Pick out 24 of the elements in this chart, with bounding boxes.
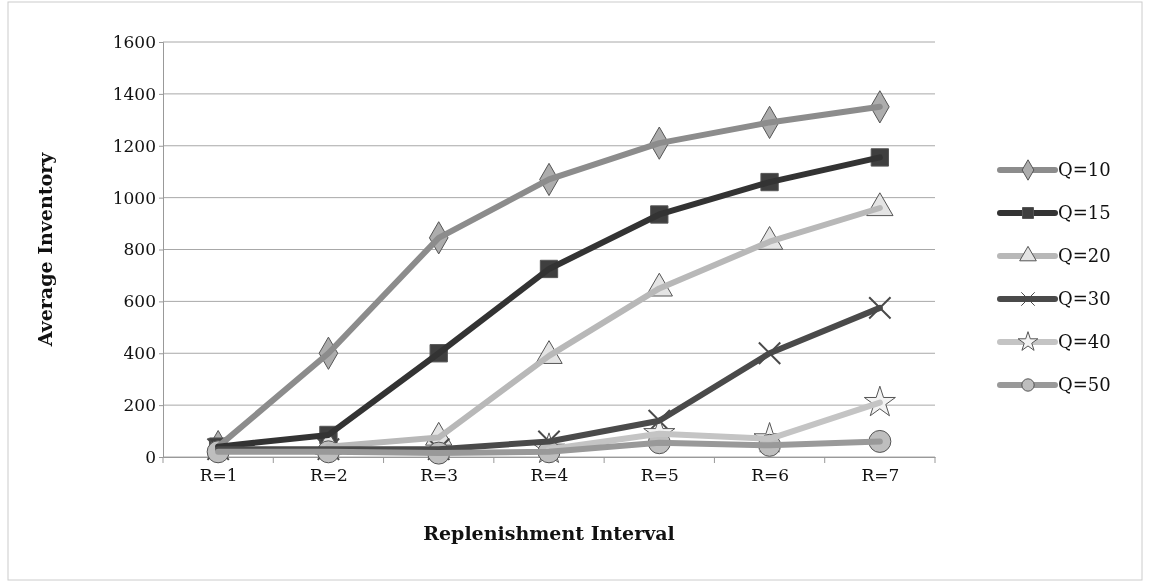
x-tick-label: R=6 <box>751 465 790 486</box>
y-tick-label: 1200 <box>112 135 156 156</box>
legend-label: Q=10 <box>1058 159 1111 180</box>
y-tick-label: 800 <box>123 239 156 260</box>
y-tick-label: 1600 <box>112 31 156 52</box>
x-tick-label: R=7 <box>861 465 900 486</box>
y-tick-label: 400 <box>123 343 156 364</box>
legend-label: Q=20 <box>1058 245 1111 266</box>
legend-label: Q=15 <box>1058 202 1111 223</box>
x-tick-label: R=2 <box>309 465 348 486</box>
y-tick-label: 1400 <box>112 83 156 104</box>
y-tick-label: 0 <box>145 446 156 467</box>
y-axis-title: Average Inventory <box>34 151 56 348</box>
y-tick-label: 600 <box>123 291 156 312</box>
x-tick-label: R=3 <box>420 465 459 486</box>
legend-label: Q=40 <box>1058 331 1111 352</box>
y-tick-label: 200 <box>123 395 156 416</box>
x-tick-label: R=4 <box>530 465 569 486</box>
y-tick-label: 1000 <box>112 187 156 208</box>
x-axis-title: Replenishment Interval <box>423 522 675 544</box>
x-tick-label: R=1 <box>199 465 238 486</box>
legend-label: Q=30 <box>1058 288 1111 309</box>
x-tick-label: R=5 <box>640 465 679 486</box>
legend-label: Q=50 <box>1058 374 1111 395</box>
